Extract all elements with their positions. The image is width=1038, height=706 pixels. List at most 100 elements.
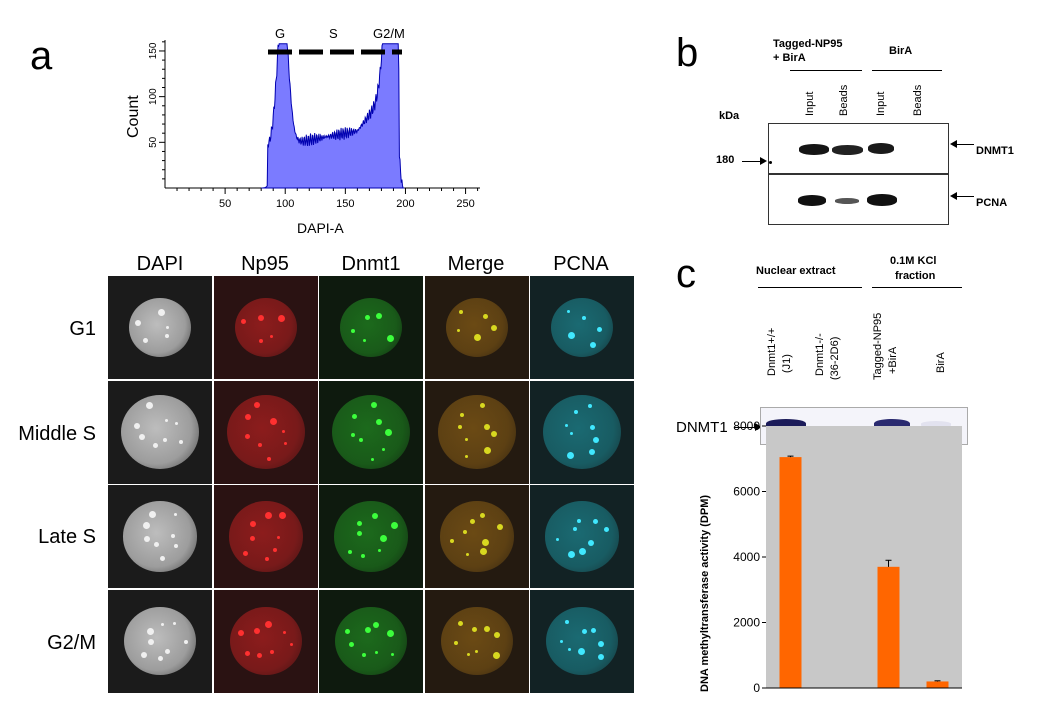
- nucleus: [129, 298, 191, 357]
- nuclear-focus: [245, 414, 252, 421]
- blot-b-group2-underline: [872, 70, 942, 71]
- nuclear-focus: [463, 530, 468, 535]
- blot-c-lane-4-line1: BirA: [935, 352, 947, 373]
- nuclear-focus: [269, 417, 277, 425]
- nucleus: [226, 394, 305, 470]
- nuclear-focus: [473, 333, 481, 341]
- nucleus: [543, 394, 621, 470]
- micrograph-dnmt1-row3: [319, 485, 423, 588]
- panel-letter-a: a: [30, 34, 53, 78]
- nuclear-focus: [581, 628, 587, 634]
- band-c-j1: [766, 419, 806, 430]
- histogram-x-tick-label: 150: [336, 198, 354, 210]
- micrograph-merge-row4: [424, 589, 529, 693]
- nuclear-focus: [587, 404, 592, 409]
- nuclear-focus: [568, 647, 572, 651]
- nuclear-focus: [254, 628, 261, 635]
- nuclear-focus: [242, 550, 248, 556]
- histogram-x-ticks: 50 100 150 200 250: [176, 188, 479, 210]
- nuclear-focus: [140, 651, 147, 658]
- blot-b-group2: BirA: [889, 45, 913, 57]
- band-c-tagged: [874, 419, 910, 430]
- nuclear-focus: [347, 549, 352, 554]
- nuclear-focus: [258, 339, 263, 344]
- arrowhead-pcna: [950, 192, 957, 200]
- nuclear-focus: [160, 622, 164, 626]
- blot-b-lane-3: Input: [875, 91, 887, 116]
- micrograph-pcna-row2: [530, 380, 634, 484]
- blot-c-band-label: DNMT1: [676, 419, 728, 436]
- nuclear-focus: [163, 438, 168, 443]
- blot-c-group2-underline: [872, 287, 962, 288]
- nuclear-focus: [257, 442, 262, 447]
- band-dnmt1-beads-tagged: [832, 145, 863, 155]
- nuclear-focus: [377, 549, 381, 553]
- nuclear-focus: [290, 642, 294, 646]
- nuclear-focus: [269, 649, 274, 654]
- histogram-y-tick-label: 150: [148, 42, 159, 59]
- band-pcna-input-bira: [867, 194, 897, 206]
- nuclear-focus: [364, 626, 371, 633]
- column-header-np95: Np95: [241, 253, 289, 275]
- blot-c-group1: Nuclear extract: [756, 265, 836, 277]
- nuclear-focus: [555, 537, 559, 541]
- nuclear-focus: [450, 538, 455, 543]
- nuclear-focus: [149, 511, 157, 519]
- nuclear-focus: [465, 454, 469, 458]
- nuclear-focus: [273, 548, 278, 553]
- nucleus: [437, 394, 516, 470]
- chart-bar: [926, 681, 949, 688]
- nuclear-focus: [588, 448, 595, 455]
- nucleus: [551, 298, 613, 357]
- micrograph-dnmt1-row1: [319, 276, 423, 379]
- nuclear-focus: [572, 526, 577, 531]
- histogram-ylabel: Count: [125, 95, 142, 138]
- nuclear-focus: [249, 535, 255, 541]
- marker-arrow: [742, 161, 764, 162]
- nuclear-focus: [350, 432, 355, 437]
- nuclear-focus: [245, 433, 251, 439]
- nuclear-focus: [357, 530, 363, 536]
- micrograph-dapi-row1: [108, 276, 212, 379]
- nucleus: [334, 501, 408, 572]
- panel-letter-b: b: [676, 31, 699, 75]
- nuclear-focus: [175, 421, 179, 425]
- nuclear-focus: [475, 650, 479, 654]
- blot-c-arrowhead: [755, 423, 762, 431]
- nuclear-focus: [139, 434, 146, 441]
- nuclear-focus: [390, 522, 398, 530]
- nuclear-focus: [482, 538, 490, 546]
- nuclear-focus: [258, 314, 265, 321]
- nuclear-focus: [284, 442, 288, 446]
- nuclear-focus: [143, 521, 151, 529]
- nuclear-focus: [179, 439, 184, 444]
- nucleus: [335, 606, 407, 676]
- row-label-middle-s: Middle S: [18, 423, 96, 445]
- phase-label-g: G: [275, 26, 285, 41]
- chart-y-tick-label: 4000: [733, 550, 760, 564]
- column-header-dapi: DAPI: [136, 253, 184, 275]
- nuclear-focus: [479, 403, 485, 409]
- nuclear-focus: [265, 620, 273, 628]
- blot-c-lane-3-line2: +BirA: [887, 346, 899, 374]
- nuclear-focus: [390, 652, 394, 656]
- nuclear-focus: [344, 629, 350, 635]
- methyltransferase-bar-chart: 0 2000 4000 6000 8000 DNA methyltransferase …: [699, 420, 962, 695]
- band-label-dnmt1: DNMT1: [976, 145, 1014, 157]
- blot-c-lane-2-line1: Dnmt1-/-: [814, 333, 826, 376]
- nuclear-focus: [372, 621, 379, 628]
- nuclear-focus: [457, 328, 461, 332]
- nuclear-focus: [166, 326, 170, 329]
- nuclear-focus: [351, 329, 356, 334]
- micrograph-np95-row3: [213, 485, 318, 588]
- nuclear-focus: [589, 342, 596, 349]
- nuclear-focus: [184, 640, 189, 645]
- histogram-y-tick-label: 100: [148, 88, 159, 105]
- dna-content-histogram: 50 100 150 200 250 50 100 150 G S G2/M Count D…: [125, 26, 480, 236]
- nuclear-focus: [497, 524, 504, 531]
- nuclear-focus: [279, 512, 287, 520]
- nuclear-focus: [145, 402, 153, 410]
- blot-b-group1-underline: [790, 70, 862, 71]
- nuclear-focus: [147, 628, 155, 636]
- nuclear-focus: [578, 548, 586, 556]
